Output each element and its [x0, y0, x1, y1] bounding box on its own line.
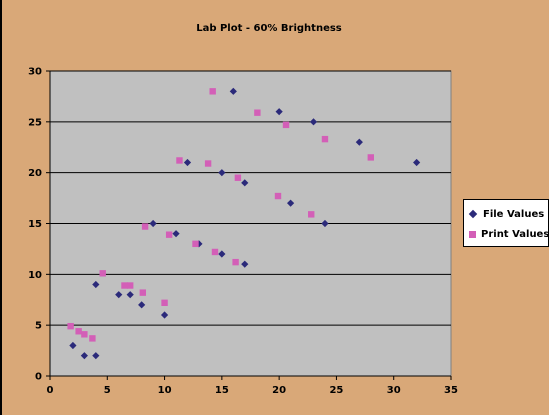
data-point-file-values [138, 301, 146, 309]
data-point-print-values [67, 322, 74, 330]
data-point-print-values [139, 289, 147, 296]
data-point-file-values [115, 291, 123, 299]
data-point-print-values [321, 135, 329, 143]
data-point-print-values [165, 231, 173, 238]
data-point-print-values [176, 157, 183, 164]
data-point-print-values [209, 88, 216, 95]
data-point-file-values [126, 291, 134, 299]
legend: File Values Print Values [463, 199, 549, 247]
x-tick-label: 30 [387, 385, 401, 396]
legend-item-file-values: File Values [468, 207, 545, 221]
data-point-file-values [160, 311, 169, 319]
data-point-file-values [413, 158, 421, 167]
data-point-file-values [183, 158, 192, 167]
data-point-print-values [232, 258, 239, 266]
x-tick-label: 15 [215, 385, 229, 396]
data-point-file-values [309, 118, 318, 126]
y-tick-label: 5 [35, 321, 42, 332]
data-point-print-values [89, 335, 96, 342]
data-point-print-values [99, 270, 106, 277]
y-tick-label: 25 [28, 117, 42, 128]
y-tick-label: 30 [28, 67, 42, 78]
x-tick-label: 25 [329, 385, 343, 396]
data-point-file-values [229, 87, 237, 95]
data-point-file-values [355, 138, 363, 146]
data-point-file-values [172, 230, 180, 238]
legend-label-print-values: Print Values [481, 228, 549, 240]
data-point-file-values [241, 260, 249, 268]
data-point-print-values [121, 282, 128, 289]
y-tick-label: 0 [35, 372, 42, 383]
square-marker-icon [469, 230, 476, 238]
data-point-print-values [204, 160, 212, 167]
data-point-file-values [92, 280, 100, 289]
y-tick-label: 15 [28, 219, 42, 230]
x-tick-label: 0 [47, 385, 54, 396]
diamond-marker-icon [468, 209, 478, 219]
data-point-print-values [81, 331, 88, 338]
data-point-print-values [141, 223, 149, 230]
x-tick-label: 10 [158, 385, 172, 396]
data-point-print-values [308, 211, 315, 218]
data-point-print-values [234, 174, 242, 181]
plot-area: 0 5 10 15 20 25 30 0 5 10 15 20 25 30 35 [28, 67, 458, 397]
legend-item-print-values: Print Values [469, 227, 549, 241]
data-point-file-values [69, 341, 77, 350]
data-point-file-values [218, 250, 226, 258]
x-tick-label: 20 [272, 385, 286, 396]
data-point-file-values [241, 179, 249, 187]
data-point-print-values [192, 240, 199, 248]
data-point-print-values [254, 109, 261, 116]
data-point-print-values [75, 328, 82, 335]
data-point-print-values [127, 282, 134, 289]
x-tick-label: 35 [444, 385, 458, 396]
data-point-print-values [282, 121, 290, 129]
data-point-print-values [274, 192, 282, 200]
data-point-file-values [92, 352, 100, 360]
data-point-file-values [287, 199, 295, 207]
data-point-file-values [218, 169, 226, 177]
data-point-file-values [321, 219, 329, 228]
data-point-file-values [275, 108, 283, 116]
y-tick-label: 10 [28, 270, 42, 281]
data-point-file-values [149, 219, 157, 228]
x-tick-label: 5 [104, 385, 111, 396]
data-point-print-values [161, 299, 168, 306]
chart-title: Lab Plot - 60% Brightness [196, 23, 342, 34]
data-point-print-values [211, 248, 219, 256]
data-point-print-values [367, 154, 374, 161]
legend-label-file-values: File Values [483, 208, 545, 220]
data-point-file-values [80, 352, 88, 360]
y-tick-label: 20 [28, 168, 42, 179]
